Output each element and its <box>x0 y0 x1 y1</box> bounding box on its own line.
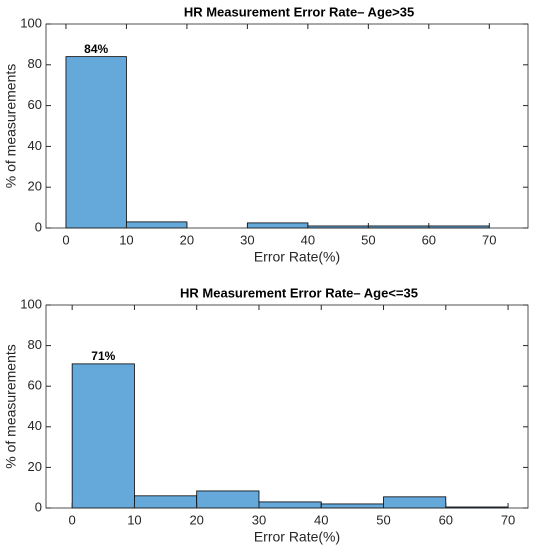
bar <box>126 221 188 229</box>
x-tick-label: 50 <box>361 232 375 247</box>
y-axis-label: % of measurements <box>3 64 19 189</box>
bar <box>383 496 447 509</box>
x-tick-label: 70 <box>501 512 515 527</box>
x-tick-label: 30 <box>252 512 266 527</box>
bar <box>246 222 309 229</box>
x-tick-label: 10 <box>127 512 141 527</box>
x-tick-label: 60 <box>422 232 436 247</box>
x-axis-label: Error Rate(%) <box>254 249 340 265</box>
bar <box>134 495 198 509</box>
x-tick-label: 40 <box>301 232 315 247</box>
y-tick-label: 40 <box>28 138 42 153</box>
chart-title: HR Measurement Error Rate– Age<=35 <box>180 285 418 300</box>
y-tick-label: 20 <box>28 459 42 474</box>
x-tick-label: 10 <box>119 232 133 247</box>
y-tick-label: 0 <box>35 499 42 514</box>
y-tick-label: 60 <box>28 97 42 112</box>
x-tick-label: 70 <box>482 232 496 247</box>
y-tick-label: 80 <box>28 337 42 352</box>
bar <box>320 503 384 509</box>
chart-title: HR Measurement Error Rate– Age>35 <box>184 4 414 19</box>
x-tick-label: 0 <box>69 512 76 527</box>
y-axis-label: % of measurements <box>3 344 19 469</box>
x-tick-label: 40 <box>314 512 328 527</box>
x-tick-label: 30 <box>240 232 254 247</box>
bar <box>258 501 322 509</box>
x-tick-label: 20 <box>180 232 194 247</box>
y-tick-label: 20 <box>28 179 42 194</box>
bar <box>65 56 127 229</box>
axes-box <box>45 23 529 229</box>
x-axis-label: Error Rate(%) <box>254 529 340 545</box>
y-tick-label: 100 <box>20 15 42 30</box>
y-tick-label: 40 <box>28 418 42 433</box>
y-tick-label: 0 <box>35 219 42 234</box>
bar <box>196 490 260 509</box>
y-tick-label: 80 <box>28 56 42 71</box>
x-tick-label: 60 <box>439 512 453 527</box>
axes-box <box>45 304 529 509</box>
chart: 71% 0 20 40 60 80 100 0 10 20 30 40 50 60 70 HR Measure… <box>3 285 529 545</box>
data-label: 84% <box>84 42 108 56</box>
chart: 84% 0 20 40 60 80 100 0 10 20 30 40 50 60 70 HR Measure… <box>3 4 529 265</box>
data-label: 71% <box>91 349 115 363</box>
x-tick-label: 0 <box>62 232 69 247</box>
x-tick-label: 20 <box>189 512 203 527</box>
x-tick-label: 50 <box>376 512 390 527</box>
y-tick-label: 100 <box>20 296 42 311</box>
bar <box>71 363 135 509</box>
y-tick-label: 60 <box>28 378 42 393</box>
